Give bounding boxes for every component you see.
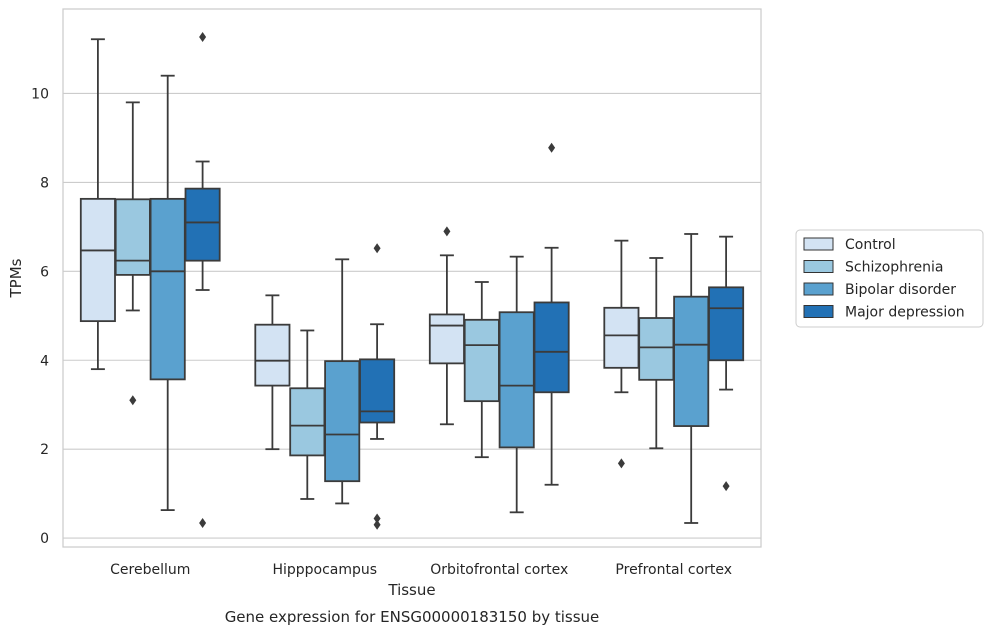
box-body	[463, 318, 500, 403]
x-tick-label: Cerebellum	[110, 562, 190, 578]
box-1-0	[254, 294, 291, 451]
box-0-0	[79, 38, 116, 371]
legend-swatch	[803, 260, 834, 273]
outlier-point	[617, 458, 625, 469]
plot-frame	[62, 8, 762, 548]
box-body	[428, 313, 465, 365]
legend-frame	[795, 229, 984, 328]
box-2-0	[428, 226, 465, 426]
x-axis-label: Tissue	[387, 581, 435, 599]
legend-swatch	[803, 282, 834, 296]
outlier-point	[373, 513, 381, 524]
box-body	[254, 323, 291, 387]
outlier-point	[199, 32, 207, 43]
x-tick-label: Prefrontal cortex	[615, 562, 732, 578]
box-3-1	[638, 257, 675, 450]
legend-swatch	[803, 305, 834, 318]
y-tick-label: 4	[40, 353, 49, 369]
y-axis-label: TPMs	[7, 258, 25, 298]
outlier-point	[722, 481, 730, 492]
y-tick-label: 0	[40, 531, 49, 547]
box-body	[708, 286, 745, 362]
legend-swatch	[803, 237, 834, 251]
box-body	[673, 295, 710, 427]
legend-label: Control	[845, 237, 896, 253]
legend-items: Control Schizophrenia Bipolar disorder Majo…	[803, 237, 965, 321]
legend-label: Major depression	[845, 305, 965, 321]
outlier-point	[443, 226, 451, 237]
box-body	[498, 311, 535, 449]
box-body	[149, 197, 186, 381]
box-body	[603, 306, 640, 369]
y-tick-labels: 0 2 4 6 8 10	[31, 86, 49, 547]
box-1-1	[289, 329, 326, 500]
legend-label: Schizophrenia	[845, 260, 943, 276]
y-tick-label: 10	[31, 86, 49, 102]
y-tick-label: 2	[40, 442, 49, 458]
box-body	[533, 301, 570, 394]
y-tick-label: 6	[40, 264, 49, 280]
box-body	[638, 317, 675, 381]
outlier-point	[199, 517, 207, 528]
box-2-3	[533, 142, 570, 486]
box-body	[359, 358, 396, 424]
box-body	[114, 198, 151, 276]
box-3-2	[673, 233, 710, 524]
boxes-layer	[79, 32, 745, 530]
box-1-3	[359, 243, 396, 530]
box-body	[184, 187, 221, 262]
box-body	[79, 197, 116, 323]
outlier-point	[129, 395, 137, 406]
box-2-2	[498, 255, 535, 514]
x-tick-labels: Cerebellum Hipppocampus Orbitofrontal cort…	[110, 562, 732, 578]
box-0-2	[149, 74, 186, 511]
box-body	[289, 387, 326, 457]
box-3-0	[603, 239, 640, 469]
y-tick-label: 8	[40, 175, 49, 191]
box-2-1	[463, 281, 500, 459]
legend-label: Bipolar disorder	[845, 282, 956, 298]
chart-caption: Gene expression for ENSG00000183150 by t…	[225, 608, 600, 626]
box-body	[324, 360, 361, 483]
x-tick-label: Hipppocampus	[272, 562, 377, 578]
legend: Control Schizophrenia Bipolar disorder Majo…	[795, 229, 984, 328]
outlier-point	[373, 243, 381, 254]
x-tick-label: Orbitofrontal cortex	[430, 562, 568, 578]
outlier-point	[548, 142, 556, 153]
outlier-point	[373, 519, 381, 530]
box-1-2	[324, 258, 361, 505]
box-0-3	[184, 32, 221, 528]
box-3-3	[708, 235, 745, 492]
